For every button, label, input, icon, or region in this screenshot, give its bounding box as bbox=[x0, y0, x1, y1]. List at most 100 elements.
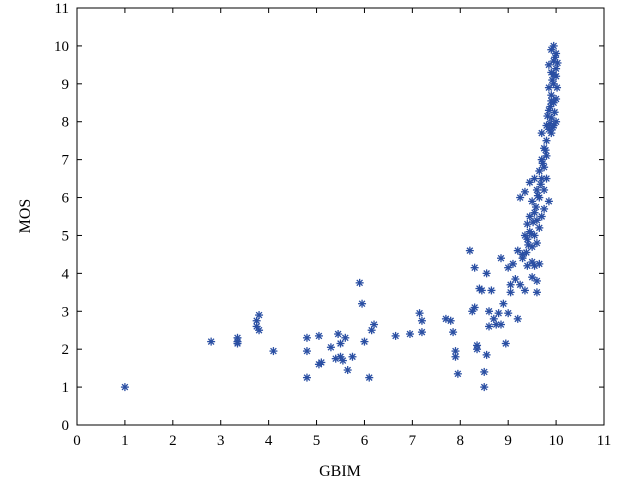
data-point bbox=[348, 352, 357, 361]
y-tick-label: 5 bbox=[62, 228, 70, 244]
data-point bbox=[417, 316, 426, 325]
data-point bbox=[522, 248, 531, 257]
x-tick-label: 8 bbox=[457, 433, 465, 449]
data-point bbox=[477, 286, 486, 295]
data-point bbox=[525, 212, 534, 221]
data-points bbox=[120, 41, 562, 392]
data-point bbox=[552, 94, 561, 103]
data-point bbox=[511, 275, 520, 284]
data-point bbox=[524, 240, 533, 249]
data-point bbox=[480, 367, 489, 376]
data-point bbox=[370, 320, 379, 329]
data-point bbox=[355, 278, 364, 287]
data-point bbox=[523, 220, 532, 229]
data-point bbox=[535, 223, 544, 232]
data-point bbox=[508, 259, 517, 268]
x-tick-label: 3 bbox=[217, 433, 225, 449]
data-point bbox=[451, 352, 460, 361]
data-point bbox=[535, 259, 544, 268]
x-tick-label: 6 bbox=[361, 433, 369, 449]
data-point bbox=[446, 316, 455, 325]
y-tick-label: 0 bbox=[62, 418, 70, 434]
data-point bbox=[302, 373, 311, 382]
data-point bbox=[334, 330, 343, 339]
data-point bbox=[548, 76, 557, 85]
data-point bbox=[518, 254, 527, 263]
x-tick-label: 11 bbox=[597, 433, 611, 449]
x-tick-label: 5 bbox=[313, 433, 321, 449]
data-point bbox=[523, 261, 532, 270]
data-point bbox=[538, 159, 547, 168]
data-point bbox=[453, 369, 462, 378]
data-point bbox=[360, 337, 369, 346]
x-tick-label: 4 bbox=[265, 433, 273, 449]
y-tick-label: 9 bbox=[62, 77, 70, 93]
data-point bbox=[547, 129, 556, 138]
data-point bbox=[540, 185, 549, 194]
data-point bbox=[465, 246, 474, 255]
y-tick-label: 6 bbox=[62, 191, 70, 207]
data-point bbox=[532, 288, 541, 297]
x-tick-label: 10 bbox=[549, 433, 564, 449]
data-point bbox=[405, 330, 414, 339]
x-tick-label: 1 bbox=[121, 433, 129, 449]
data-point bbox=[544, 83, 553, 92]
x-tick-label: 0 bbox=[73, 433, 81, 449]
data-point bbox=[544, 60, 553, 69]
data-point bbox=[553, 83, 562, 92]
data-point bbox=[532, 276, 541, 285]
data-point bbox=[487, 286, 496, 295]
data-point bbox=[527, 229, 536, 238]
data-point bbox=[553, 58, 562, 67]
data-point bbox=[549, 70, 558, 79]
data-point bbox=[504, 263, 513, 272]
data-point bbox=[533, 191, 542, 200]
data-point bbox=[530, 174, 539, 183]
data-point bbox=[255, 326, 264, 335]
data-point bbox=[391, 331, 400, 340]
data-point bbox=[506, 288, 515, 297]
data-point bbox=[547, 91, 556, 100]
data-point bbox=[528, 273, 537, 282]
data-point bbox=[513, 246, 522, 255]
data-point bbox=[252, 316, 261, 325]
data-point bbox=[542, 151, 551, 160]
y-tick-label: 4 bbox=[62, 266, 70, 282]
data-point bbox=[545, 119, 554, 128]
data-point bbox=[537, 129, 546, 138]
data-point bbox=[525, 178, 534, 187]
data-point bbox=[314, 331, 323, 340]
data-point bbox=[529, 218, 538, 227]
x-tick-label: 7 bbox=[409, 433, 417, 449]
x-tick-labels: 0 1 2 3 4 5 6 7 8 9 10 11 bbox=[73, 433, 611, 449]
y-tick-labels: 0 1 2 3 4 5 6 7 8 9 10 11 bbox=[54, 1, 70, 434]
data-point bbox=[532, 239, 541, 248]
data-point bbox=[506, 280, 515, 289]
data-point bbox=[501, 339, 510, 348]
data-point bbox=[485, 307, 494, 316]
data-point bbox=[269, 347, 278, 356]
data-point bbox=[207, 337, 216, 346]
data-point bbox=[485, 322, 494, 331]
data-point bbox=[550, 108, 559, 117]
data-point bbox=[516, 280, 525, 289]
data-point bbox=[336, 339, 345, 348]
plot-frame bbox=[76, 7, 605, 426]
data-point bbox=[302, 347, 311, 356]
data-point bbox=[528, 197, 537, 206]
y-tick-label: 8 bbox=[62, 115, 70, 131]
data-point bbox=[536, 180, 545, 189]
data-point bbox=[417, 328, 426, 337]
data-point bbox=[543, 112, 552, 121]
data-point bbox=[470, 303, 479, 312]
x-tick-label: 9 bbox=[504, 433, 512, 449]
data-point bbox=[513, 314, 522, 323]
data-point bbox=[541, 146, 550, 155]
y-tick-label: 10 bbox=[54, 39, 69, 55]
data-point bbox=[494, 309, 503, 318]
data-point bbox=[537, 174, 546, 183]
data-point bbox=[326, 343, 335, 352]
data-point bbox=[520, 187, 529, 196]
data-point bbox=[449, 328, 458, 337]
